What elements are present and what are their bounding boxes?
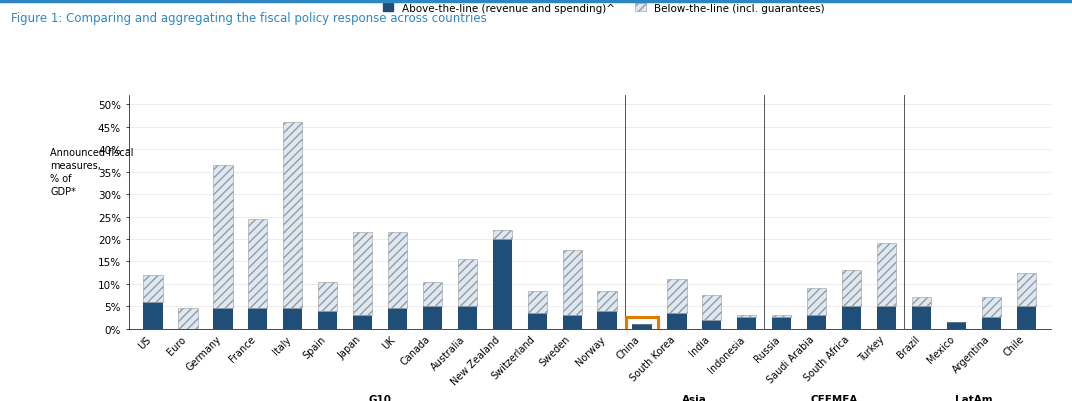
Text: Figure 1: Comparing and aggregating the fiscal policy response across countries: Figure 1: Comparing and aggregating the … bbox=[11, 12, 487, 25]
Bar bbox=[458, 306, 477, 329]
Bar bbox=[318, 311, 338, 329]
Bar bbox=[912, 306, 930, 329]
Bar bbox=[178, 309, 197, 329]
Text: G10: G10 bbox=[369, 394, 391, 401]
Bar bbox=[353, 233, 372, 316]
Bar bbox=[527, 313, 547, 329]
Text: LatAm: LatAm bbox=[955, 394, 993, 401]
Bar bbox=[877, 306, 896, 329]
Bar bbox=[493, 231, 512, 239]
Bar bbox=[422, 282, 442, 306]
Legend: Above-the-line (revenue and spending)^, Below-the-line (incl. guarantees): Above-the-line (revenue and spending)^, … bbox=[383, 4, 824, 14]
Bar bbox=[772, 318, 791, 329]
Bar bbox=[597, 291, 616, 311]
Bar bbox=[842, 306, 861, 329]
Bar bbox=[632, 324, 652, 329]
Bar bbox=[982, 298, 1001, 318]
Bar bbox=[738, 316, 757, 318]
Bar bbox=[213, 309, 233, 329]
Bar bbox=[1016, 273, 1036, 306]
Bar bbox=[702, 295, 721, 320]
Bar bbox=[738, 318, 757, 329]
Bar bbox=[144, 302, 163, 329]
Bar bbox=[667, 279, 686, 313]
Bar bbox=[318, 282, 338, 311]
Bar bbox=[283, 309, 302, 329]
Bar bbox=[493, 239, 512, 329]
Bar bbox=[947, 322, 966, 329]
Bar bbox=[667, 313, 686, 329]
Bar bbox=[563, 316, 582, 329]
Text: Announced fiscal
measures,
% of
GDP*: Announced fiscal measures, % of GDP* bbox=[50, 148, 134, 197]
Bar bbox=[807, 316, 827, 329]
Bar bbox=[563, 251, 582, 316]
Bar bbox=[353, 316, 372, 329]
Text: Asia: Asia bbox=[682, 394, 706, 401]
Bar bbox=[144, 275, 163, 302]
Bar bbox=[249, 219, 267, 309]
Bar bbox=[458, 259, 477, 306]
Bar bbox=[597, 311, 616, 329]
Bar bbox=[388, 309, 407, 329]
Bar bbox=[807, 289, 827, 316]
Bar bbox=[877, 244, 896, 306]
Bar bbox=[702, 320, 721, 329]
Bar bbox=[842, 271, 861, 306]
Bar bbox=[213, 166, 233, 309]
Bar bbox=[249, 309, 267, 329]
Bar bbox=[1016, 306, 1036, 329]
Bar bbox=[982, 318, 1001, 329]
Bar bbox=[527, 291, 547, 313]
Bar bbox=[772, 316, 791, 318]
Bar bbox=[422, 306, 442, 329]
Bar bbox=[283, 123, 302, 309]
Bar bbox=[388, 233, 407, 309]
Bar bbox=[626, 318, 658, 330]
Bar bbox=[912, 298, 930, 306]
Text: CEEMEA: CEEMEA bbox=[810, 394, 858, 401]
